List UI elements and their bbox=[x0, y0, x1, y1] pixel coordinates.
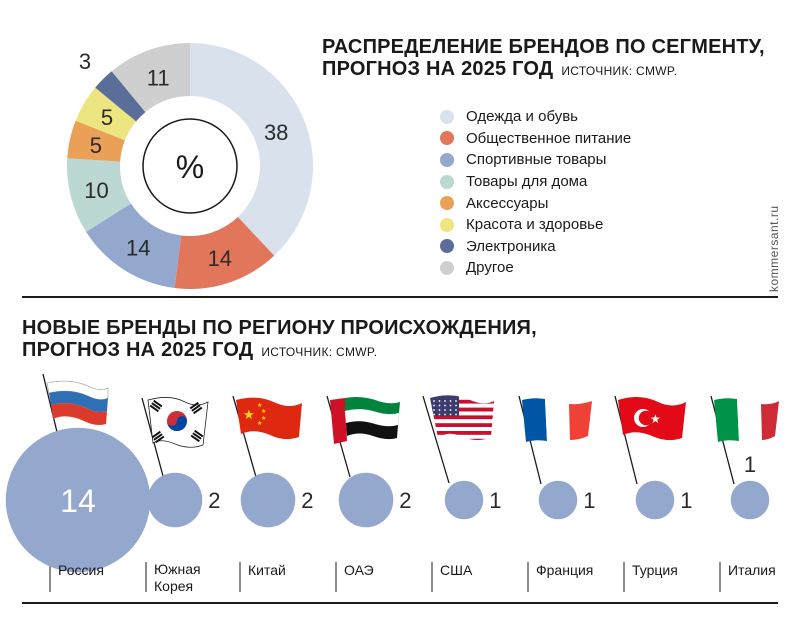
region-source: ИСТОЧНИК: CMWP. bbox=[261, 345, 378, 359]
donut-slice-label: 5 bbox=[101, 105, 113, 130]
bubble-value-label: 1 bbox=[744, 452, 756, 477]
bubble-value-label: 2 bbox=[301, 488, 313, 513]
russia-flag-icon bbox=[46, 380, 109, 425]
china-flag-icon: ★★★★★ bbox=[236, 397, 302, 440]
donut-slice bbox=[86, 203, 182, 289]
region-label: Южная Корея bbox=[154, 561, 201, 594]
donut-center-label: % bbox=[176, 149, 204, 185]
region-bubble bbox=[5, 427, 151, 573]
legend-swatch bbox=[440, 152, 454, 167]
donut-slice bbox=[111, 43, 190, 113]
usa-flag-icon bbox=[430, 395, 494, 440]
svg-text:★: ★ bbox=[257, 402, 262, 409]
uae-flag-icon bbox=[330, 397, 400, 444]
donut-center-ring bbox=[142, 118, 238, 214]
donut-slice-label: 3 bbox=[79, 49, 91, 74]
svg-text:★: ★ bbox=[257, 420, 262, 427]
italy-flag-icon bbox=[714, 398, 779, 442]
legend-label: Аксессуары bbox=[466, 194, 549, 212]
donut-slice-label: 11 bbox=[147, 66, 170, 91]
legend-swatch bbox=[440, 109, 454, 124]
region-label: Италия bbox=[728, 562, 776, 578]
segment-chart-title: РАСПРЕДЕЛЕНИЕ БРЕНДОВ ПО СЕГМЕНТУ, ПРОГН… bbox=[322, 36, 765, 82]
svg-text:★: ★ bbox=[650, 412, 661, 426]
svg-text:★: ★ bbox=[261, 408, 266, 415]
section-divider bbox=[22, 296, 778, 298]
region-label: Китай bbox=[248, 562, 286, 578]
donut-slice bbox=[67, 158, 131, 232]
svg-text:★: ★ bbox=[261, 415, 266, 422]
segment-legend: Одежда и обувь Общественное питание Спорти… bbox=[440, 106, 631, 279]
turkey-flag-icon: ★ bbox=[618, 396, 686, 441]
donut-slice bbox=[95, 71, 146, 122]
donut-slice-label: 14 bbox=[208, 246, 232, 271]
legend-swatch bbox=[440, 131, 454, 146]
segment-source: ИСТОЧНИК: CMWP. bbox=[561, 64, 678, 78]
legend-swatch bbox=[440, 174, 454, 189]
bubble-value-label: 1 bbox=[680, 488, 692, 513]
region-label: Турция bbox=[632, 562, 678, 578]
legend-item: Товары для дома bbox=[440, 171, 631, 193]
flag-pole bbox=[614, 395, 638, 485]
bubble-value-label: 14 bbox=[60, 483, 96, 519]
region-label: США bbox=[440, 562, 473, 578]
bubble-value-label: 2 bbox=[399, 488, 411, 513]
donut-slice-label: 14 bbox=[126, 235, 150, 260]
south-korea-flag-icon bbox=[147, 397, 209, 448]
region-bubble bbox=[730, 480, 770, 520]
legend-item: Одежда и обувь bbox=[440, 106, 631, 128]
legend-label: Одежда и обувь bbox=[466, 108, 578, 126]
flag-pole bbox=[422, 395, 450, 484]
region-bubble bbox=[240, 472, 296, 528]
bubble-value-label: 1 bbox=[583, 488, 595, 513]
donut-slice-label: 5 bbox=[90, 133, 102, 158]
legend-label: Красота и здоровье bbox=[466, 216, 604, 234]
legend-item: Другое bbox=[440, 257, 631, 279]
donut-slice bbox=[190, 43, 313, 256]
bubble-value-label: 1 bbox=[489, 488, 501, 513]
donut-slice bbox=[75, 87, 137, 141]
legend-swatch bbox=[440, 196, 454, 211]
legend-item: Аксессуары bbox=[440, 192, 631, 214]
region-chart-title: НОВЫЕ БРЕНДЫ ПО РЕГИОНУ ПРОИСХОЖДЕНИЯ, П… bbox=[22, 317, 537, 363]
donut-slice-label: 38 bbox=[264, 120, 288, 145]
legend-swatch bbox=[440, 217, 454, 232]
legend-item: Электроника bbox=[440, 236, 631, 258]
france-flag-icon bbox=[522, 398, 592, 442]
region-label: ОАЭ bbox=[344, 562, 374, 578]
legend-swatch bbox=[440, 260, 454, 275]
segment-title-line2: ПРОГНОЗ НА 2025 ГОД bbox=[322, 58, 554, 80]
region-title-line2: ПРОГНОЗ НА 2025 ГОД bbox=[22, 339, 254, 361]
region-label: Россия bbox=[58, 562, 104, 578]
donut-slice bbox=[174, 217, 275, 289]
donut-slice-label: 10 bbox=[84, 178, 108, 203]
legend-label: Общественное питание bbox=[466, 129, 632, 147]
legend-label: Товары для дома bbox=[466, 173, 588, 191]
legend-label: Спортивные товары bbox=[466, 151, 607, 169]
bubble-value-label: 2 bbox=[208, 488, 220, 513]
donut-slice bbox=[67, 120, 125, 162]
region-title-line1: НОВЫЕ БРЕНДЫ ПО РЕГИОНУ ПРОИСХОЖДЕНИЯ, bbox=[22, 317, 537, 339]
segment-title-line1: РАСПРЕДЕЛЕНИЕ БРЕНДОВ ПО СЕГМЕНТУ, bbox=[322, 36, 765, 58]
legend-item: Общественное питание bbox=[440, 128, 631, 150]
svg-text:★: ★ bbox=[243, 407, 255, 422]
segment-donut-chart: 38 14 14 10 5 5 3 11 % bbox=[67, 43, 313, 289]
region-bubble bbox=[635, 480, 675, 520]
region-bubble bbox=[444, 480, 484, 520]
legend-item: Спортивные товары bbox=[440, 149, 631, 171]
legend-swatch bbox=[440, 239, 454, 254]
legend-item: Красота и здоровье bbox=[440, 214, 631, 236]
legend-label: Электроника bbox=[466, 237, 556, 255]
legend-label: Другое bbox=[466, 259, 514, 277]
flag-pole bbox=[232, 395, 257, 478]
region-bubble bbox=[538, 480, 578, 520]
region-label: Франция bbox=[536, 562, 593, 578]
region-bubble bbox=[338, 472, 394, 528]
region-bubble bbox=[147, 472, 203, 528]
bottom-rule bbox=[22, 602, 778, 604]
